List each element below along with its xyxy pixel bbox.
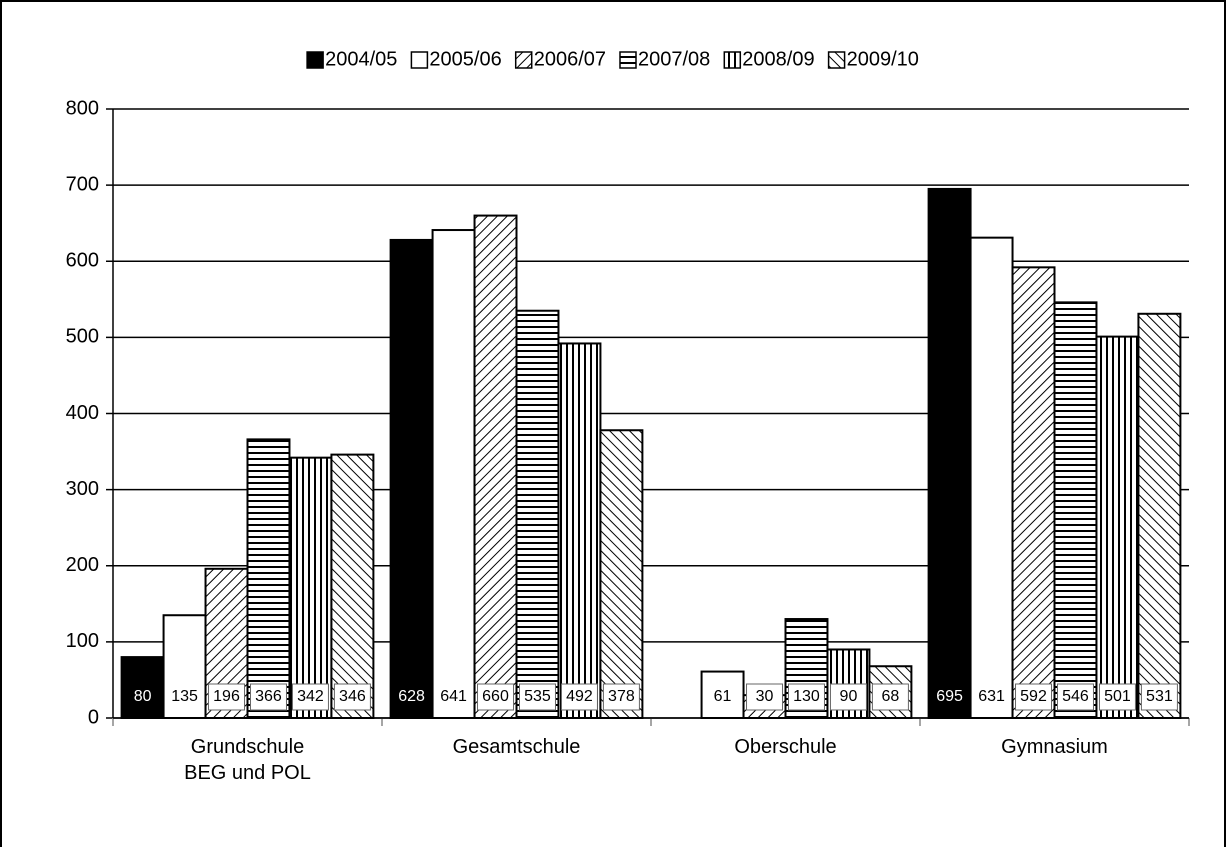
bar bbox=[1095, 335, 1140, 719]
bar bbox=[557, 342, 602, 719]
x-tick-label: Oberschule bbox=[734, 736, 837, 758]
legend-label: 2008/09 bbox=[742, 48, 814, 70]
data-label-box bbox=[602, 683, 640, 711]
data-label-box bbox=[291, 683, 329, 711]
bar bbox=[1137, 312, 1182, 719]
bar bbox=[1011, 266, 1056, 719]
data-label: 80 bbox=[134, 688, 152, 705]
legend-label: 2007/08 bbox=[638, 48, 710, 70]
data-label-box bbox=[166, 684, 203, 710]
y-tick-label: 100 bbox=[66, 630, 99, 652]
bar bbox=[969, 236, 1014, 719]
data-label: 535 bbox=[524, 688, 551, 705]
data-label-box bbox=[871, 683, 909, 711]
data-label-box bbox=[973, 684, 1010, 710]
data-label: 90 bbox=[840, 688, 858, 705]
data-label: 628 bbox=[398, 688, 425, 705]
x-tick-label: Grundschule BEG und POL bbox=[184, 736, 311, 784]
bar bbox=[515, 309, 560, 719]
data-label-box bbox=[746, 683, 784, 711]
bar bbox=[389, 238, 434, 719]
legend-label: 2009/10 bbox=[847, 48, 919, 70]
data-label: 695 bbox=[936, 688, 963, 705]
data-label-box bbox=[787, 683, 825, 711]
bar bbox=[1053, 301, 1098, 719]
legend-label: 2005/06 bbox=[429, 48, 501, 70]
bar bbox=[288, 456, 333, 719]
data-label: 0 bbox=[676, 688, 685, 705]
bar bbox=[599, 429, 644, 719]
legend-swatch bbox=[723, 51, 742, 69]
data-label-box bbox=[1098, 683, 1136, 711]
data-label: 546 bbox=[1062, 688, 1089, 705]
data-label: 135 bbox=[171, 688, 198, 705]
bar bbox=[330, 453, 375, 719]
data-label-box bbox=[560, 683, 598, 711]
bar bbox=[246, 438, 291, 719]
data-label-box bbox=[704, 684, 741, 710]
data-label: 61 bbox=[714, 688, 732, 705]
data-label: 30 bbox=[756, 688, 774, 705]
y-tick-label: 500 bbox=[66, 326, 99, 348]
x-tick-label: Gesamtschule bbox=[452, 736, 581, 758]
data-label: 660 bbox=[482, 688, 509, 705]
data-label-box bbox=[1140, 683, 1178, 711]
legend-label: 2004/05 bbox=[325, 48, 397, 70]
data-label: 346 bbox=[339, 688, 366, 705]
y-tick-label: 700 bbox=[66, 173, 99, 195]
bar bbox=[927, 187, 972, 719]
data-label-box bbox=[518, 683, 556, 711]
data-label: 641 bbox=[440, 688, 467, 705]
y-tick-label: 0 bbox=[88, 706, 99, 728]
bar bbox=[120, 656, 165, 719]
bar bbox=[431, 229, 476, 719]
y-tick-label: 600 bbox=[66, 250, 99, 272]
data-label: 196 bbox=[213, 688, 240, 705]
data-label-box bbox=[333, 683, 371, 711]
data-label: 501 bbox=[1104, 688, 1131, 705]
y-tick-label: 400 bbox=[66, 402, 99, 424]
data-label-box bbox=[208, 683, 246, 711]
legend-label: 2006/07 bbox=[534, 48, 606, 70]
data-label-box bbox=[249, 683, 287, 711]
data-label-box bbox=[1015, 683, 1053, 711]
data-label-box bbox=[435, 684, 472, 710]
y-tick-label: 300 bbox=[66, 478, 99, 500]
legend-swatch bbox=[514, 51, 533, 69]
data-label: 378 bbox=[608, 688, 635, 705]
data-label: 130 bbox=[793, 688, 820, 705]
legend-swatch bbox=[619, 51, 637, 69]
data-label-box bbox=[1056, 683, 1094, 711]
data-label-box bbox=[477, 683, 515, 711]
data-label: 366 bbox=[255, 688, 282, 705]
legend-swatch bbox=[306, 51, 324, 69]
data-label: 492 bbox=[566, 688, 593, 705]
data-label: 68 bbox=[882, 688, 900, 705]
data-label: 342 bbox=[297, 688, 324, 705]
data-label: 631 bbox=[978, 688, 1005, 705]
bar bbox=[473, 214, 518, 719]
legend-swatch bbox=[827, 51, 846, 69]
y-tick-label: 800 bbox=[66, 97, 99, 119]
x-tick-label: Gymnasium bbox=[1001, 736, 1108, 758]
y-tick-label: 200 bbox=[66, 554, 99, 576]
data-label: 531 bbox=[1146, 688, 1173, 705]
data-label-box bbox=[829, 683, 867, 711]
legend-swatch bbox=[410, 51, 429, 69]
data-label: 592 bbox=[1020, 688, 1047, 705]
